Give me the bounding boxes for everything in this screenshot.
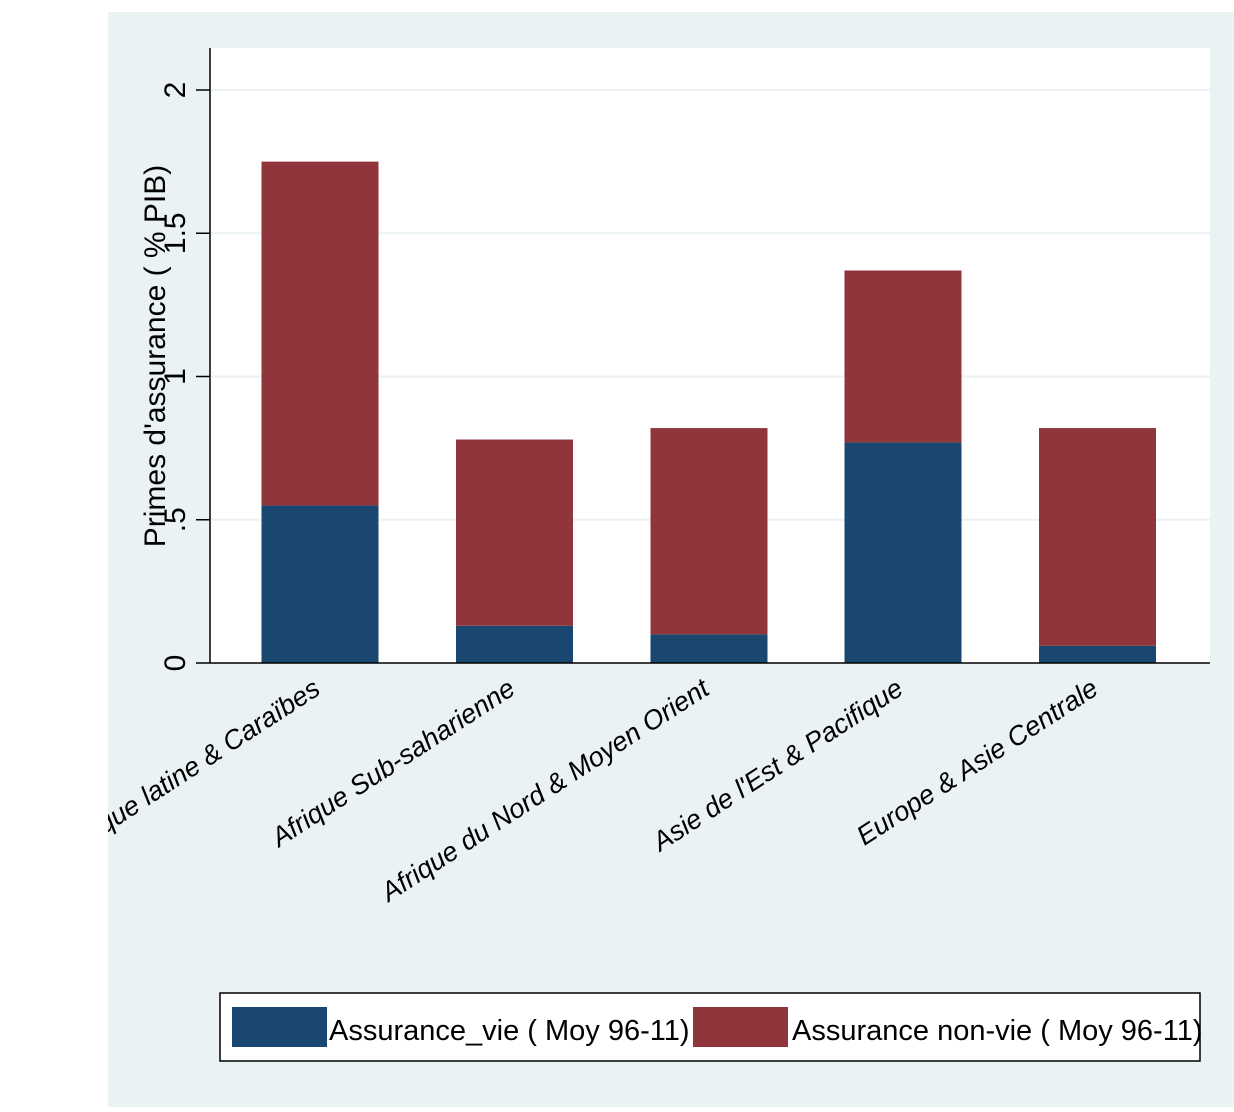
bar-vie	[844, 442, 962, 663]
bar-non-vie	[1039, 428, 1156, 646]
bar-non-vie	[456, 439, 573, 626]
chart-frame: 0.511.52 Primes d'assurance ( % PIB) Ame…	[30, 12, 1234, 1107]
legend-label-vie: Assurance_vie ( Moy 96-11)	[329, 1015, 690, 1047]
bar-non-vie	[650, 428, 768, 635]
stacked-bar-chart: 0.511.52 Primes d'assurance ( % PIB) Ame…	[30, 12, 1234, 1107]
legend: Assurance_vie ( Moy 96-11) Assurance non…	[219, 992, 1202, 1062]
bar-vie	[650, 634, 768, 663]
y-tick-label: .5	[159, 507, 192, 532]
legend-swatch-nonvie	[693, 1007, 788, 1047]
bar-non-vie	[844, 270, 962, 443]
y-tick-label: 1.5	[159, 212, 192, 254]
y-tick-label: 1	[159, 368, 192, 385]
y-tick-label: 0	[159, 655, 192, 672]
y-axis-label: Primes d'assurance ( % PIB)	[139, 165, 172, 548]
bars	[261, 161, 1156, 663]
bar-vie	[261, 505, 379, 663]
legend-swatch-vie	[232, 1007, 327, 1047]
y-ticks: 0 .5 1 1.5 2	[159, 82, 210, 672]
legend-label-nonvie: Assurance non-vie ( Moy 96-11)	[792, 1015, 1202, 1047]
bar-vie	[1039, 645, 1156, 663]
bar-non-vie	[261, 161, 379, 506]
bar-vie	[456, 625, 573, 663]
y-tick-label: 2	[159, 82, 192, 99]
